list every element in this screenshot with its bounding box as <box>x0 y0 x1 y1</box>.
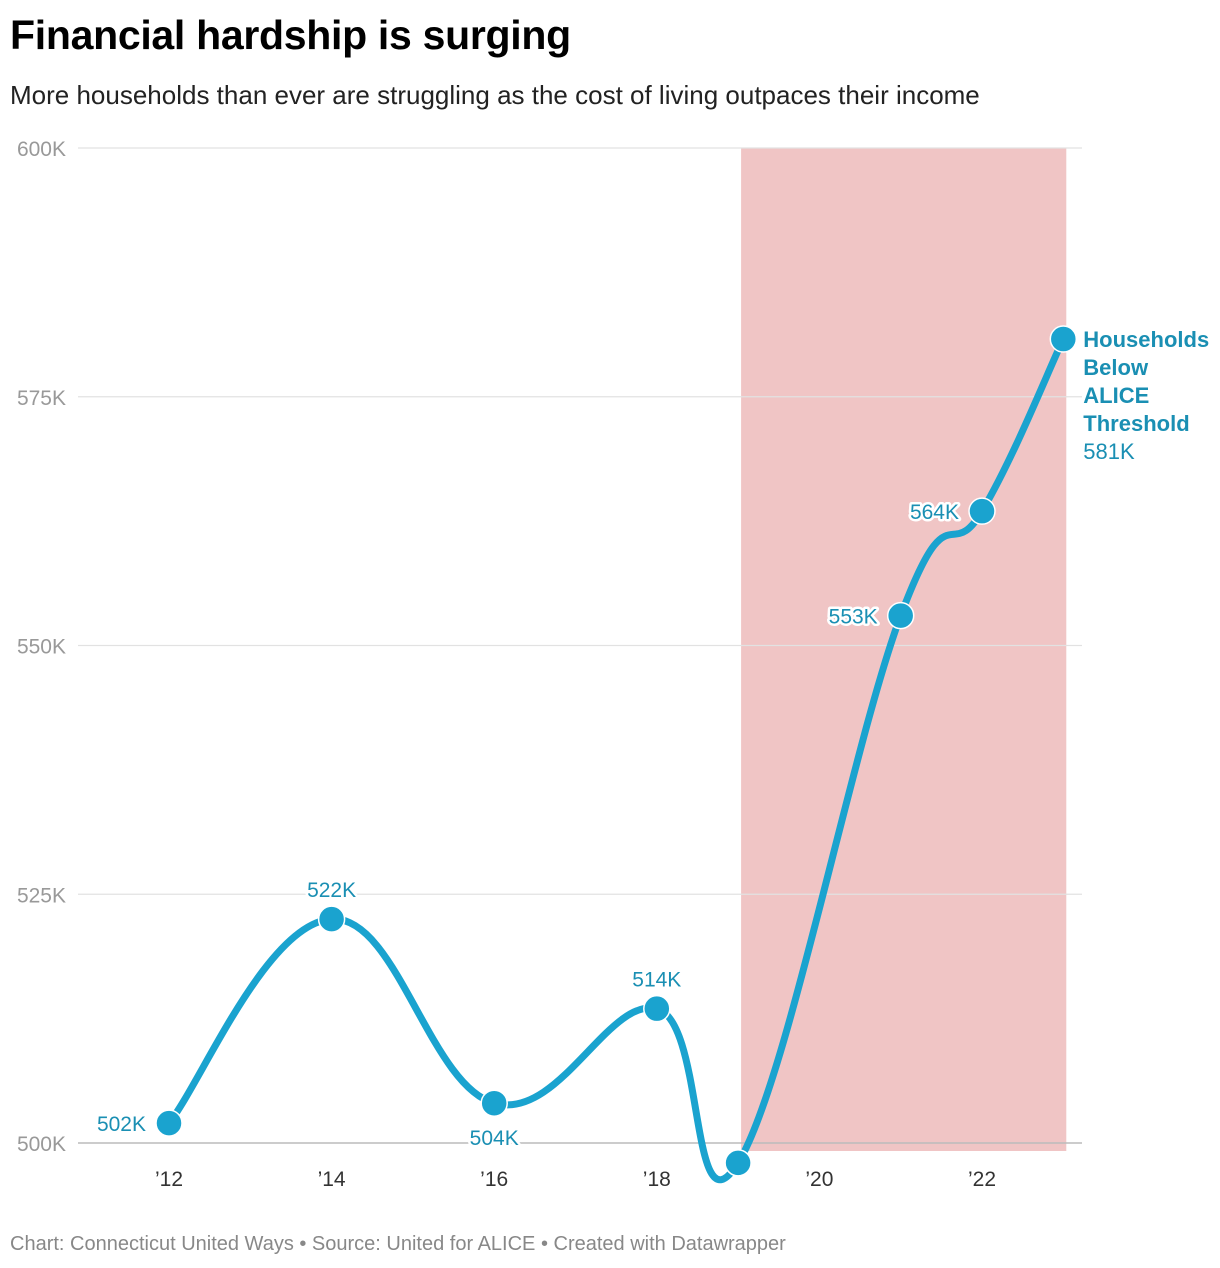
series-name-label: Households <box>1083 327 1209 352</box>
data-label: 504K <box>470 1127 519 1150</box>
data-point <box>1049 325 1078 353</box>
series-name-label: ALICE <box>1083 383 1149 408</box>
y-tick-label: 600K <box>17 138 66 161</box>
data-point <box>643 994 671 1023</box>
chart-subtitle: More households than ever are struggling… <box>10 80 980 110</box>
x-tick-label: ’16 <box>480 1168 508 1191</box>
label-layer: 502K 522K 504K 514K 553K 564K Households Below A… <box>94 327 1209 1153</box>
data-point <box>155 1109 183 1137</box>
series-line <box>165 335 1067 1184</box>
data-point <box>968 497 996 525</box>
series-layer <box>165 335 1067 1184</box>
y-tick-label: 525K <box>17 884 66 907</box>
data-point <box>480 1089 508 1117</box>
series-name-label: Below <box>1083 355 1149 380</box>
data-label: 522K <box>307 879 356 902</box>
x-tick-label: ’18 <box>643 1168 671 1191</box>
highlight-band <box>741 148 1067 1151</box>
y-tick-label: 575K <box>17 387 66 410</box>
series-end-value: 581K <box>1083 439 1135 464</box>
data-point <box>886 601 915 630</box>
grid-layer: 500K 525K 550K 575K 600K ’12 ’14 ’16 ’18 ’20 ’22 <box>17 138 1082 1191</box>
data-label: 564K <box>910 501 959 524</box>
data-label: 553K <box>829 606 878 629</box>
data-label: 502K <box>97 1113 146 1136</box>
series-name-label: Threshold <box>1083 411 1189 436</box>
x-tick-label: ’14 <box>318 1168 346 1191</box>
chart-footer: Chart: Connecticut United Ways • Source:… <box>10 1233 786 1255</box>
data-point <box>724 1149 752 1177</box>
x-tick-label: ’20 <box>805 1168 833 1191</box>
x-tick-label: ’22 <box>968 1168 996 1191</box>
data-point <box>317 905 346 933</box>
highlight-layer <box>741 148 1067 1151</box>
point-layer <box>155 325 1078 1177</box>
y-tick-label: 500K <box>17 1133 66 1156</box>
y-tick-label: 550K <box>17 636 66 659</box>
x-tick-label: ’12 <box>155 1168 183 1191</box>
data-label: 514K <box>632 969 681 992</box>
chart-title: Financial hardship is surging <box>10 12 571 58</box>
